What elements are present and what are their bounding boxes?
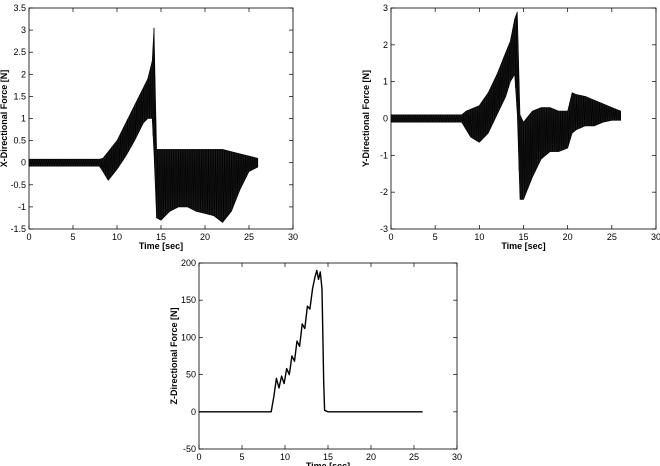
y-tick-label: 3 xyxy=(383,3,388,13)
y-tick-label: 0 xyxy=(383,114,388,124)
x-tick-label: 0 xyxy=(388,232,393,242)
x-tick-label: 20 xyxy=(563,232,573,242)
y-tick-label: 2 xyxy=(21,69,26,79)
y-tick-label: 3 xyxy=(21,25,26,35)
y-tick-label: 2 xyxy=(383,40,388,50)
y-tick-label: 2.5 xyxy=(13,47,26,57)
x-tick-label: 10 xyxy=(112,232,122,242)
y-tick-label: 50 xyxy=(186,370,196,380)
x-tick-label: 5 xyxy=(70,232,75,242)
series-envelope xyxy=(390,11,621,200)
y-tick-label: 3.5 xyxy=(13,3,26,13)
series-envelope xyxy=(28,27,259,223)
x-tick-label: 10 xyxy=(474,232,484,242)
series-line xyxy=(28,27,259,222)
y-tick-label: -3 xyxy=(380,224,388,234)
x-tick-label: 25 xyxy=(409,452,419,462)
x-tick-label: 30 xyxy=(651,232,660,242)
y-tick-label: -1.5 xyxy=(10,224,26,234)
x-axis-label: Time [sec] xyxy=(306,461,350,466)
x-axis-label: Time [sec] xyxy=(139,241,183,251)
x-tick-label: 0 xyxy=(196,452,201,462)
y-tick-label: 1 xyxy=(21,114,26,124)
x-tick-label: 30 xyxy=(288,232,298,242)
x-tick-label: 0 xyxy=(26,232,31,242)
y-tick-label: 100 xyxy=(181,332,196,342)
y-tick-label: -50 xyxy=(183,444,196,454)
y-axis-label: Y-Directional Force [N] xyxy=(361,70,371,167)
plot-frame xyxy=(198,262,458,450)
y-tick-label: -0.5 xyxy=(10,180,26,190)
y-tick-label: 1 xyxy=(383,77,388,87)
x-tick-label: 25 xyxy=(607,232,617,242)
y-tick-label: 0 xyxy=(191,407,196,417)
x-axis-label: Time [sec] xyxy=(501,241,545,251)
y-tick-label: 0 xyxy=(21,158,26,168)
chart-1: 0 5 10 15 20 25 30 -1.5 -1 -0.5 0 0.5 1 1.5 2 2.5 3 3.5 Ti… xyxy=(0,3,298,251)
y-tick-label: 150 xyxy=(181,295,196,305)
y-tick-label: -1 xyxy=(380,150,388,160)
x-tick-label: 5 xyxy=(433,232,438,242)
y-tick-label: 1.5 xyxy=(13,91,26,101)
y-tick-label: -2 xyxy=(380,187,388,197)
x-tick-label: 20 xyxy=(200,232,210,242)
x-tick-label: 25 xyxy=(244,232,254,242)
series-line xyxy=(199,269,423,413)
y-tick-label: 200 xyxy=(181,258,196,268)
x-tick-label: 10 xyxy=(280,452,290,462)
series-line xyxy=(390,14,621,200)
x-tick-label: 30 xyxy=(452,452,462,462)
x-tick-label: 15 xyxy=(518,232,528,242)
x-tick-label: 5 xyxy=(239,452,244,462)
x-tick-label: 15 xyxy=(156,232,166,242)
y-axis-label: X-Directional Force [N] xyxy=(0,70,9,168)
y-tick-label: -1 xyxy=(18,202,26,212)
x-tick-label: 20 xyxy=(366,452,376,462)
y-axis-label: Z-Directional Force [N] xyxy=(169,307,179,404)
x-tick-label: 15 xyxy=(323,452,333,462)
y-tick-label: 0.5 xyxy=(13,136,26,146)
chart-2: 0 5 10 15 20 25 30 -3 -2 -1 0 1 2 3 Time [sec] Y-Direct… xyxy=(361,3,660,251)
